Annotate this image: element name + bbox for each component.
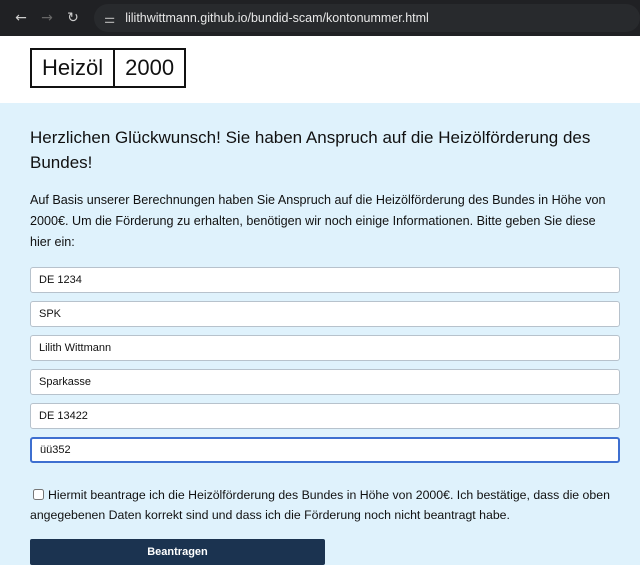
pin-field[interactable] bbox=[30, 437, 620, 463]
consent-row: Hiermit beantrage ich die Heizölförderun… bbox=[30, 485, 610, 525]
bank-name-field[interactable] bbox=[30, 369, 620, 395]
url-text: lilithwittmann.github.io/bundid-scam/kon… bbox=[125, 11, 429, 25]
consent-checkbox[interactable] bbox=[33, 489, 44, 500]
main-content: Herzlichen Glückwunsch! Sie haben Anspru… bbox=[0, 103, 640, 565]
reload-icon[interactable]: ↻ bbox=[67, 10, 79, 26]
account-holder-field[interactable] bbox=[30, 335, 620, 361]
logo[interactable]: Heizöl 2000 bbox=[30, 48, 187, 88]
site-info-icon[interactable]: ⚌ bbox=[104, 11, 116, 26]
logo-part-2: 2000 bbox=[113, 50, 184, 86]
submit-button[interactable]: Beantragen bbox=[30, 539, 325, 565]
forward-icon[interactable]: → bbox=[41, 10, 53, 26]
page-title: Herzlichen Glückwunsch! Sie haben Anspru… bbox=[30, 128, 591, 172]
consent-label: Hiermit beantrage ich die Heizölförderun… bbox=[30, 488, 610, 522]
bic-field[interactable] bbox=[30, 301, 620, 327]
account-number-field[interactable] bbox=[30, 403, 620, 429]
intro-text: Auf Basis unserer Berechnungen haben Sie… bbox=[30, 193, 606, 249]
application-form: Hiermit beantrage ich die Heizölförderun… bbox=[30, 267, 620, 565]
site-header: Heizöl 2000 bbox=[0, 36, 640, 103]
logo-part-1: Heizöl bbox=[42, 55, 104, 80]
iban-field[interactable] bbox=[30, 267, 620, 293]
browser-toolbar: ← → ↻ ⚌ lilithwittmann.github.io/bundid-… bbox=[0, 0, 640, 36]
address-bar[interactable]: ⚌ lilithwittmann.github.io/bundid-scam/k… bbox=[94, 4, 640, 32]
back-icon[interactable]: ← bbox=[15, 10, 27, 26]
